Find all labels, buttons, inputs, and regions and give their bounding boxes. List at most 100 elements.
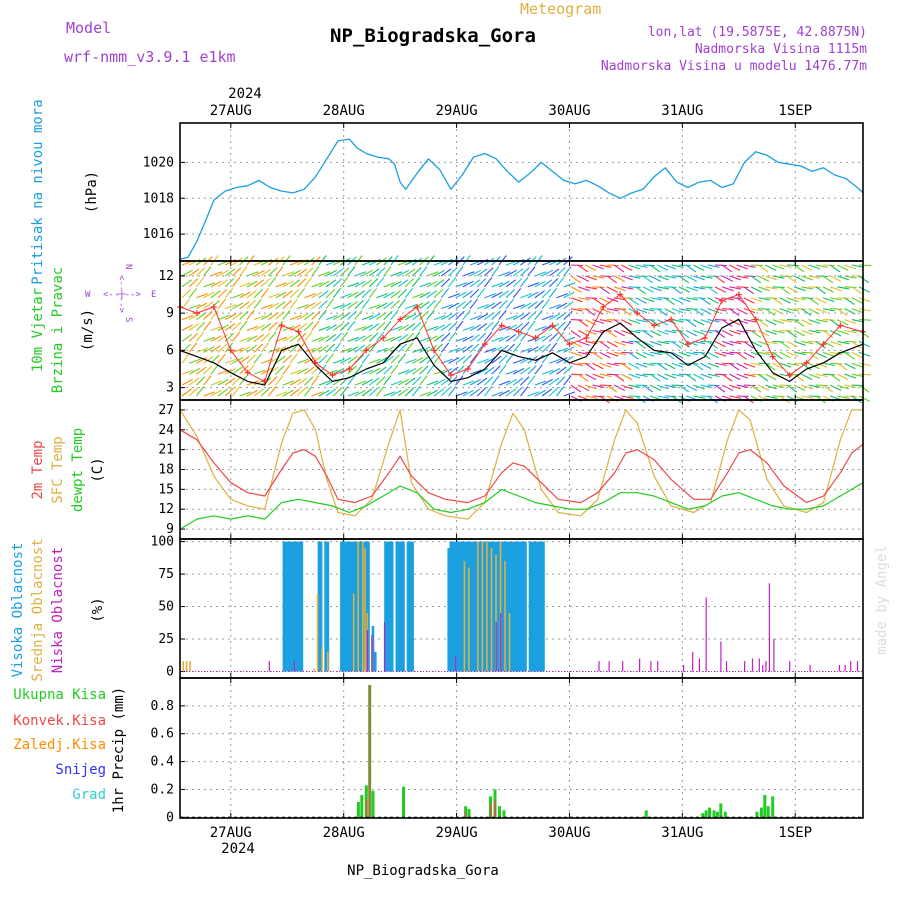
wind-barb (563, 375, 572, 386)
gust-point (701, 334, 708, 341)
wind-barb (484, 302, 496, 310)
wind-barb (671, 351, 683, 359)
wind-barb (649, 373, 661, 382)
wind-barb (794, 340, 806, 346)
wind-barb (267, 277, 277, 288)
wind-barb (390, 271, 403, 277)
wind-barb (757, 373, 769, 382)
wind-barb (772, 297, 783, 306)
wind-barb (304, 293, 316, 299)
bottom-date-axis: 27AUG 28AUG 29AUG 30AUG 31AUG 1SEP (210, 825, 812, 841)
wind-barb (808, 286, 821, 289)
wind-barb (476, 387, 487, 397)
wind-barb (750, 330, 762, 338)
wind-barb (275, 301, 286, 310)
legend-snow: Snijeg (55, 762, 106, 778)
wind-barb (556, 321, 566, 331)
gust-point (583, 334, 590, 341)
wind-barb (404, 268, 416, 277)
wind-barb (714, 340, 726, 348)
wind-barb (210, 280, 222, 288)
wind-barbs (181, 255, 872, 404)
cloud-high-bar (346, 541, 350, 672)
cloud-high-bar (397, 541, 401, 672)
wind-barb (412, 321, 422, 331)
wind-barb (578, 297, 591, 301)
wind-barb (476, 287, 486, 299)
wind-barb (801, 329, 813, 335)
cloud-high-bar (519, 541, 523, 672)
wind-barb (361, 333, 373, 342)
dewpoint-line (179, 482, 864, 530)
wind-barb (484, 386, 493, 397)
wind-barb (260, 322, 272, 331)
wind-barb (815, 319, 828, 323)
y-tick-label: 6 (166, 343, 174, 358)
wind-barb (822, 275, 834, 284)
cloud-high-bar (451, 541, 455, 672)
wind-barb (498, 380, 511, 386)
y-tick-label: 12 (158, 269, 174, 284)
wind-barb (239, 301, 250, 310)
wind-barb (260, 342, 270, 353)
wind-ylabel-3: (m/s) (80, 309, 96, 351)
wind-barb (347, 320, 356, 331)
wind-barb (505, 289, 516, 299)
wind-barb (332, 387, 343, 397)
wind-barb (534, 309, 543, 320)
wind-barb (361, 378, 373, 386)
wind-barb (246, 309, 255, 320)
wind-barb (282, 380, 295, 386)
cloud-mid-bar (185, 661, 188, 672)
wind-barb (469, 378, 481, 386)
cloud-low-bar (762, 665, 764, 672)
wind-barb (390, 354, 400, 364)
cloud-mid-bar (352, 593, 355, 672)
y-tick-label: 0.4 (151, 755, 175, 770)
wind-barb (275, 355, 286, 364)
cloud-high-bar (395, 541, 399, 672)
wind-barb (462, 299, 472, 310)
wind-compass: N <--|--> S W <--|--> E (85, 264, 156, 322)
wind-barb (714, 384, 726, 393)
wind-barb (801, 308, 812, 316)
wind-barb (628, 297, 639, 306)
wind-barb (347, 375, 356, 386)
wind-barb (772, 395, 785, 398)
wind-barb (318, 344, 329, 353)
wind-barb (462, 354, 472, 364)
wind-barb (657, 329, 669, 335)
wind-barb (635, 384, 648, 387)
wind-barb (448, 267, 458, 277)
cloud-high-bar (289, 541, 292, 672)
wind-barb (541, 314, 554, 321)
wind-barb (246, 290, 257, 299)
wind-barb (210, 344, 221, 353)
wind-barb (232, 357, 244, 364)
wind-barb (678, 384, 690, 393)
wind-barb (815, 308, 828, 314)
y-tick-label: 1018 (143, 191, 174, 206)
wind-barb (613, 330, 626, 337)
wind-barb (548, 287, 558, 299)
wind-barb (491, 391, 504, 397)
wind-barb (491, 355, 502, 364)
wind-barb (635, 362, 648, 368)
wind-barb (743, 351, 755, 359)
wind-barb (714, 264, 727, 267)
wind-barb (289, 314, 302, 321)
wind-barb (412, 302, 424, 310)
wind-barb (815, 264, 828, 268)
precip-total-bar (719, 803, 723, 818)
wind-barb (404, 377, 416, 386)
cloud-high-bar (324, 541, 327, 672)
wind-barb (253, 298, 262, 310)
wind-barb (815, 362, 828, 368)
wind-barb (577, 275, 590, 282)
wind-barb (779, 264, 792, 268)
wind-barb (383, 310, 393, 320)
wind-barb (491, 310, 501, 320)
wind-barb (469, 324, 481, 331)
wind-barb (397, 269, 409, 277)
wind-barb (693, 384, 705, 390)
